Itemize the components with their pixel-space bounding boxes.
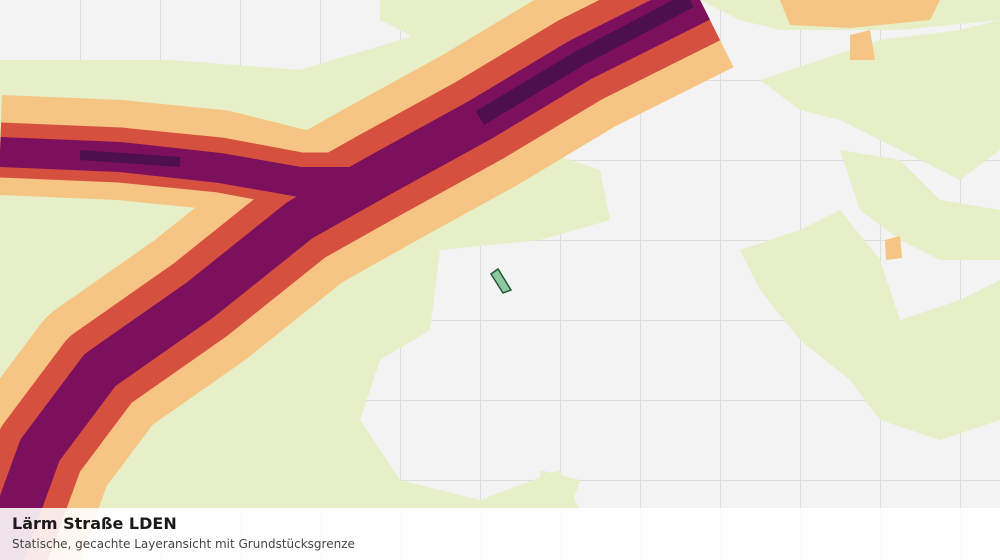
caption-panel: Lärm Straße LDEN Statische, gecachte Lay… bbox=[0, 508, 1000, 560]
noise-bands bbox=[0, 0, 734, 560]
layer-title: Lärm Straße LDEN bbox=[12, 514, 177, 533]
noise-band-extra bbox=[780, 0, 940, 260]
parcel-boundary[interactable] bbox=[489, 267, 513, 294]
layer-subtitle: Statische, gecachte Layeransicht mit Gru… bbox=[12, 537, 355, 551]
